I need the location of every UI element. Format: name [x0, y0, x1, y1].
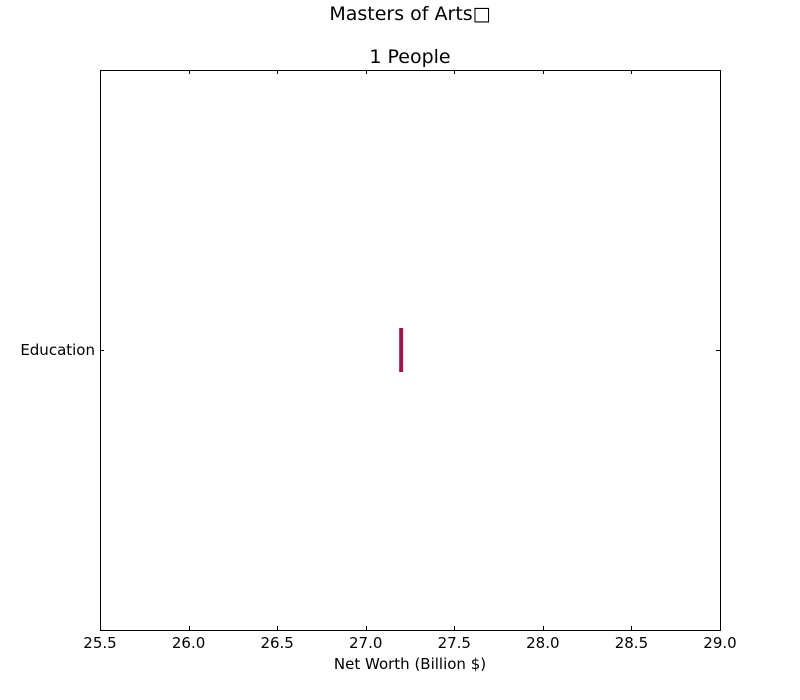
x-tick-label: 27.5	[438, 634, 471, 652]
x-axis-label: Net Worth (Billion $)	[334, 655, 486, 673]
x-axis-ticks: 25.5 26.0 26.5 27.0 27.5 28.0 28.5 29.0	[83, 70, 737, 652]
y-tick-label: Education	[20, 341, 95, 359]
x-tick-label: 29.0	[703, 634, 736, 652]
x-tick-label: 28.5	[615, 634, 648, 652]
x-tick-label: 26.5	[260, 634, 293, 652]
x-tick-label: 27.0	[349, 634, 382, 652]
chart-title: Masters of Arts□	[329, 3, 490, 25]
x-tick-label: 25.5	[83, 634, 116, 652]
plot-area-frame	[100, 70, 721, 631]
boxplot-marks	[399, 328, 404, 372]
x-tick-label: 28.0	[526, 634, 559, 652]
chart-subtitle: 1 People	[369, 46, 450, 68]
x-tick-label: 26.0	[172, 634, 205, 652]
y-axis-ticks: Education	[20, 341, 720, 359]
